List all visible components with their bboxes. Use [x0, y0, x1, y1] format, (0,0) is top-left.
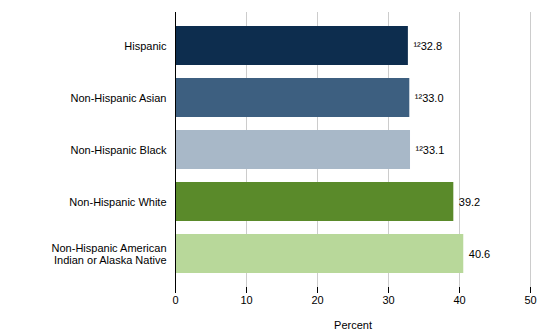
svg-text:40: 40: [453, 294, 465, 306]
svg-text:20: 20: [311, 294, 323, 306]
svg-text:39.2: 39.2: [459, 196, 480, 208]
svg-text:Non-Hispanic White: Non-Hispanic White: [69, 196, 166, 208]
svg-text:Percent: Percent: [334, 319, 372, 331]
svg-text:¹²33.1: ¹²33.1: [416, 144, 445, 156]
svg-text:0: 0: [172, 294, 178, 306]
svg-text:Hispanic: Hispanic: [124, 40, 167, 52]
svg-text:Non-Hispanic Black: Non-Hispanic Black: [71, 144, 167, 156]
svg-text:50: 50: [524, 294, 536, 306]
svg-text:10: 10: [240, 294, 252, 306]
svg-text:Non-Hispanic Asian: Non-Hispanic Asian: [71, 92, 167, 104]
svg-text:¹²32.8: ¹²32.8: [413, 40, 442, 52]
svg-text:30: 30: [382, 294, 394, 306]
svg-text:Non-Hispanic AmericanIndian or: Non-Hispanic AmericanIndian or Alaska Na…: [52, 242, 167, 266]
svg-text:¹²33.0: ¹²33.0: [415, 92, 444, 104]
svg-text:40.6: 40.6: [469, 248, 490, 260]
